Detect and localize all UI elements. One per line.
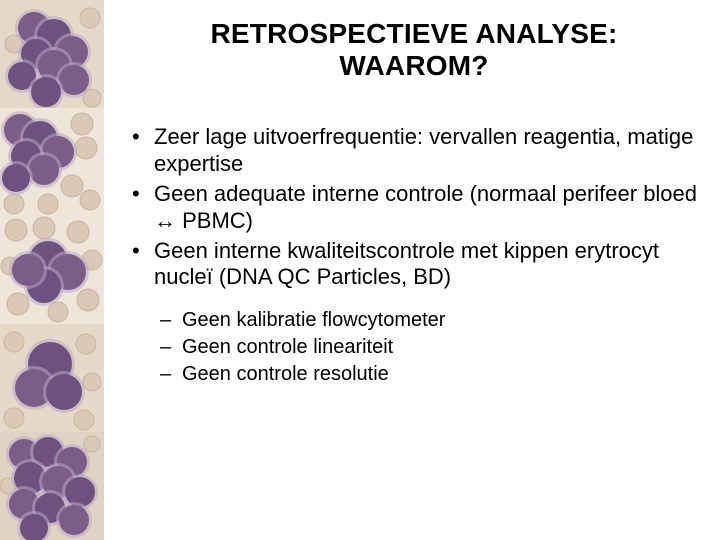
title-line-2: WAAROM? (339, 50, 488, 81)
bullet-item: Zeer lage uitvoerfrequentie: vervallen r… (128, 124, 700, 177)
double-arrow-icon: ↔ (154, 208, 176, 233)
bullet-text: Geen adequate interne controle (normaal … (154, 181, 697, 232)
bullet-item: Geen adequate interne controle (normaal … (128, 181, 700, 234)
bullet-list: Zeer lage uitvoerfrequentie: vervallen r… (128, 124, 700, 290)
cell-microscopy-tile (0, 216, 104, 324)
sub-bullet-item: Geen controle lineariteit (158, 334, 700, 361)
sub-bullet-item: Geen controle resolutie (158, 361, 700, 388)
cell-microscopy-tile (0, 324, 104, 432)
cell-microscopy-tile (0, 0, 104, 108)
slide-content: RETROSPECTIEVE ANALYSE: WAAROM? Zeer lag… (104, 0, 720, 540)
sub-bullet-item: Geen kalibratie flowcytometer (158, 307, 700, 334)
slide-title: RETROSPECTIEVE ANALYSE: WAAROM? (128, 18, 700, 82)
sidebar-image-strip (0, 0, 104, 540)
cell-microscopy-tile (0, 108, 104, 216)
bullet-item: Geen interne kwaliteitscontrole met kipp… (128, 238, 700, 291)
sub-bullet-list: Geen kalibratie flowcytometer Geen contr… (158, 307, 700, 388)
title-line-1: RETROSPECTIEVE ANALYSE: (210, 18, 617, 49)
cell-microscopy-tile (0, 432, 104, 540)
